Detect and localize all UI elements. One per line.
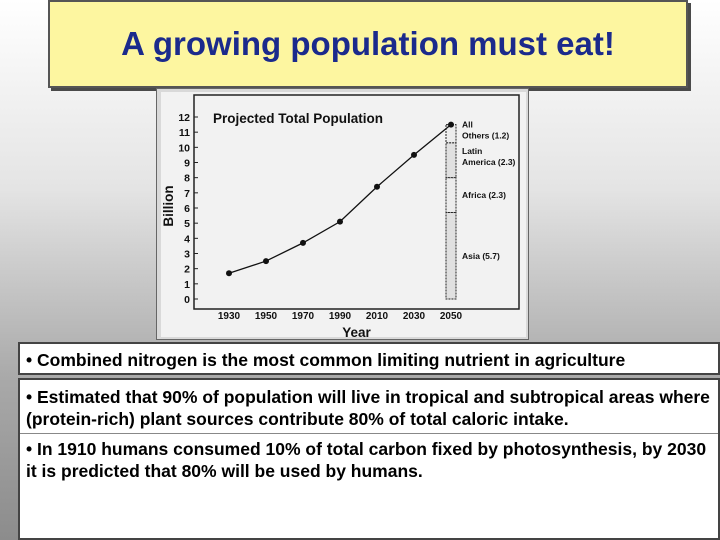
y-tick-label: 7	[184, 188, 190, 200]
segment-label: America (2.3)	[462, 157, 516, 167]
data-point	[411, 151, 417, 158]
data-point	[448, 121, 454, 128]
x-tick-label: 1990	[329, 311, 352, 322]
y-tick-label: 9	[184, 158, 190, 170]
x-tick-label: 1970	[292, 311, 315, 322]
data-point	[374, 183, 380, 190]
y-tick-label: 11	[179, 127, 190, 139]
x-axis-label: Year	[342, 325, 371, 340]
plot-frame	[193, 94, 520, 310]
chart-paper	[161, 92, 526, 337]
y-axis-label: Billion	[161, 185, 176, 226]
stacked-bar-segment	[445, 212, 457, 300]
y-tick-label: 10	[178, 142, 190, 154]
slide-title: A growing population must eat!	[121, 25, 615, 62]
data-point	[226, 270, 232, 277]
y-tick-label: 2	[184, 264, 190, 276]
data-point	[263, 258, 269, 265]
y-tick-label: 8	[184, 173, 190, 185]
x-tick-label: 2030	[403, 311, 426, 322]
bullet-divider	[20, 433, 718, 434]
y-tick-label: 4	[184, 233, 190, 245]
segment-label: Others (1.2)	[462, 131, 509, 141]
y-tick-label: 5	[184, 218, 190, 230]
chart-title: Projected Total Population	[213, 111, 383, 126]
x-tick-label: 2050	[440, 311, 463, 322]
x-tick-label: 2010	[366, 311, 389, 322]
bullet-tropical-text: • Estimated that 90% of population will …	[26, 387, 710, 429]
x-tick-label: 1930	[218, 311, 241, 322]
title-box: A growing population must eat!	[48, 0, 688, 88]
chart-svg: Projected Total Population01234567891011…	[161, 92, 526, 340]
segment-label: Asia (5.7)	[462, 251, 500, 261]
population-chart: Projected Total Population 0 1 2 3 4 5 6 7 8 9 10 11…	[156, 88, 529, 340]
x-tick-label: 1950	[255, 311, 278, 322]
segment-label: Latin	[462, 146, 482, 156]
bullet-nitrogen: • Combined nitrogen is the most common l…	[18, 342, 720, 375]
data-point	[300, 239, 306, 246]
data-point	[337, 218, 343, 225]
segment-label: All	[462, 120, 473, 130]
stacked-bar-segment	[445, 177, 457, 214]
y-tick-label: 0	[184, 294, 190, 306]
y-tick-label: 6	[184, 203, 190, 215]
bullet-box-lower: • Estimated that 90% of population will …	[18, 378, 720, 540]
y-tick-label: 3	[184, 249, 190, 261]
segment-label: Africa (2.3)	[462, 190, 506, 200]
y-tick-label: 12	[178, 112, 190, 124]
stacked-bar-segment	[445, 142, 457, 179]
y-tick-label: 1	[184, 279, 190, 291]
bullet-nitrogen-text: • Combined nitrogen is the most common l…	[26, 350, 626, 370]
bullet-carbon-text: • In 1910 humans consumed 10% of total c…	[26, 439, 707, 481]
